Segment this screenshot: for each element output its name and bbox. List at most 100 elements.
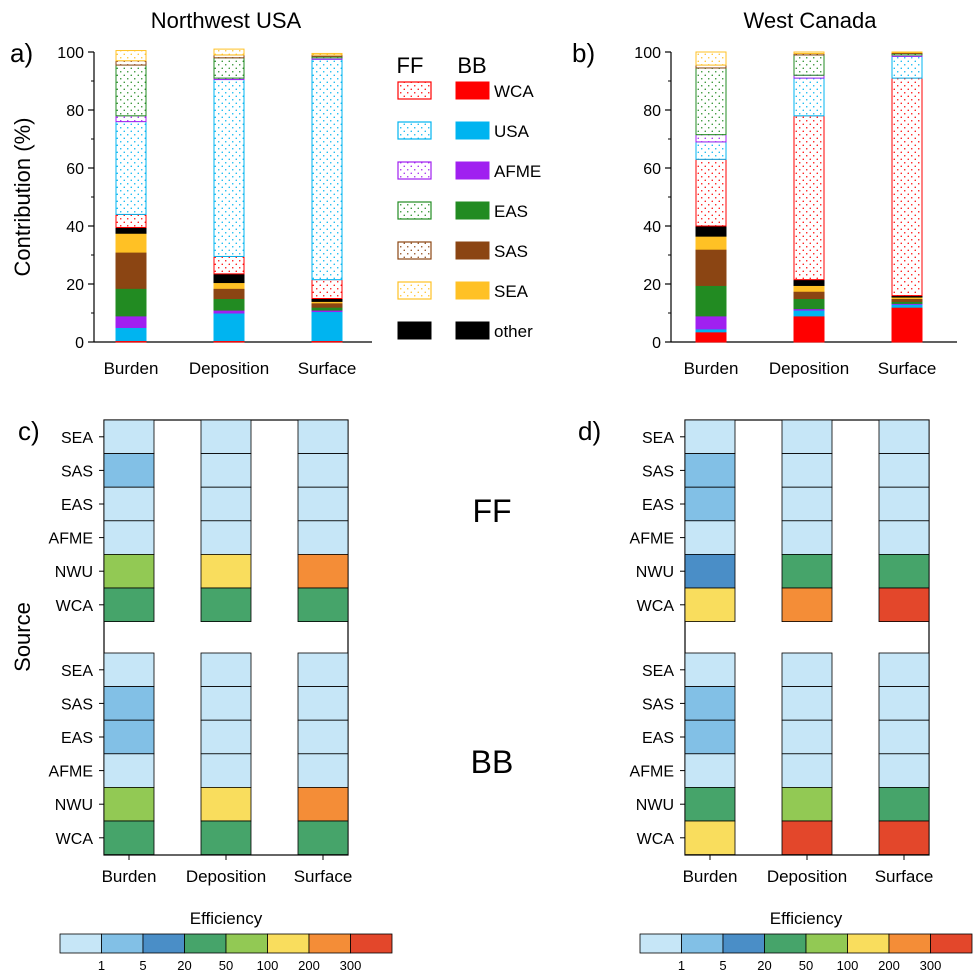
- row-label-bb-sas: SAS: [642, 696, 674, 713]
- colorbar-tick-label: 20: [177, 958, 191, 973]
- bar-segment-bb-sea-burden: [695, 235, 727, 250]
- legend-swatch-bb-eas: [455, 201, 490, 220]
- y-tick-label: 100: [57, 45, 84, 62]
- bar-segment-bb-sas-deposition: [793, 290, 825, 299]
- heat-cell-ff-wca-deposition: [781, 587, 833, 622]
- colorbar-tick-label: 300: [920, 958, 942, 973]
- heat-cell-bb-wca-surface: [297, 820, 349, 855]
- bar-segment-ff-sea-surface: [311, 52, 343, 56]
- heat-cell-bb-sea-deposition: [200, 652, 252, 687]
- bar-segment-bb-usa-surface: [311, 311, 343, 342]
- colorbar-tick-label: 1: [678, 958, 685, 973]
- colorbar-swatch: [184, 933, 227, 954]
- column-label-burden: Burden: [683, 867, 738, 886]
- bar-segment-bb-sas-burden: [695, 248, 727, 286]
- bar-segment-bb-wca-surface: [891, 306, 923, 343]
- row-label-ff-wca: WCA: [637, 598, 675, 615]
- bar-segment-ff-afme-burden: [695, 134, 727, 143]
- row-label-bb-afme: AFME: [49, 764, 93, 781]
- panel-a-title: Northwest USA: [151, 8, 302, 33]
- heat-cell-ff-wca-burden: [103, 587, 155, 622]
- heat-cell-bb-sea-surface: [878, 652, 930, 687]
- row-label-bb-nwu: NWU: [636, 797, 674, 814]
- heat-cell-ff-wca-burden: [684, 587, 736, 622]
- bar-segment-bb-sea-deposition: [213, 282, 245, 289]
- heat-cell-ff-wca-surface: [297, 587, 349, 622]
- legend-swatch-ff-wca: [397, 81, 432, 100]
- bar-segment-bb-usa-deposition: [213, 312, 245, 342]
- y-tick-label: 100: [634, 45, 661, 62]
- colorbar-tick-label: 100: [257, 958, 279, 973]
- heat-cell-ff-sea-deposition: [781, 419, 833, 454]
- row-label-bb-wca: WCA: [637, 831, 675, 848]
- panel-c-label: c): [18, 416, 40, 446]
- row-label-ff-wca: WCA: [56, 598, 94, 615]
- bar-segment-other-burden: [115, 226, 147, 234]
- row-label-ff-sea: SEA: [642, 430, 674, 447]
- bar-segment-other-deposition: [213, 273, 245, 284]
- legend-label-afme: AFME: [494, 162, 541, 181]
- legend-swatch-bb-afme: [455, 161, 490, 180]
- x-tick-label-burden: Burden: [684, 359, 739, 378]
- heat-cell-ff-afme-burden: [103, 520, 155, 555]
- bar-panel-west-canada: 0 20 40 60 80 100 Burden Deposition Surface: [634, 45, 957, 378]
- heat-cell-ff-sea-surface: [297, 419, 349, 454]
- colorbar-title: Efficiency: [190, 909, 263, 928]
- heat-cell-ff-sas-surface: [297, 453, 349, 488]
- colorbar-swatch: [639, 933, 682, 954]
- legend-swatch-ff-other: [397, 321, 432, 340]
- y-tick-label: 60: [66, 161, 84, 178]
- heat-cell-bb-sas-deposition: [781, 686, 833, 721]
- legend-label-other: other: [494, 322, 533, 341]
- colorbar-swatch: [350, 933, 393, 954]
- colorbar-swatch: [722, 933, 765, 954]
- colorbar-swatch: [308, 933, 351, 954]
- colorbar-left: Efficiency 1 5 20 50 100 200 300: [59, 909, 393, 973]
- legend-label-eas: EAS: [494, 202, 528, 221]
- bar-segment-bb-usa-deposition: [793, 309, 825, 317]
- heat-cell-ff-sas-deposition: [781, 453, 833, 488]
- colorbar-tick-label: 300: [340, 958, 362, 973]
- heat-cell-ff-nwu-burden: [684, 554, 736, 589]
- bar-segment-ff-sea-burden: [695, 51, 727, 66]
- heat-cell-bb-nwu-deposition: [781, 787, 833, 822]
- bar-segment-ff-wca-surface: [891, 77, 923, 297]
- heat-cell-bb-eas-deposition: [200, 719, 252, 755]
- bar-segment-bb-eas-burden: [115, 287, 147, 317]
- bar-segment-ff-sea-burden: [115, 50, 147, 62]
- heat-cell-bb-nwu-burden: [103, 787, 155, 822]
- x-tick-label-deposition: Deposition: [769, 359, 849, 378]
- colorbar-tick-label: 5: [719, 958, 726, 973]
- y-tick-label: 20: [643, 277, 661, 294]
- bar-segment-bb-sea-deposition: [793, 284, 825, 292]
- heat-cell-ff-afme-burden: [684, 520, 736, 555]
- colorbar-tick-label: 200: [878, 958, 900, 973]
- heat-cell-ff-wca-deposition: [200, 587, 252, 622]
- heat-cell-bb-afme-deposition: [200, 753, 252, 788]
- colorbar-swatch: [930, 933, 973, 954]
- row-label-bb-afme: AFME: [630, 764, 674, 781]
- panel-b-title: West Canada: [744, 8, 878, 33]
- y-tick-label: 40: [66, 219, 84, 236]
- bar-segment-ff-usa-deposition: [213, 79, 245, 257]
- heat-cell-bb-eas-deposition: [781, 719, 833, 755]
- row-label-ff-sas: SAS: [642, 463, 674, 480]
- heat-cell-bb-sas-burden: [103, 686, 155, 721]
- heat-cell-ff-eas-deposition: [200, 486, 252, 522]
- bar-segment-bb-sas-deposition: [213, 287, 245, 300]
- heat-cell-ff-nwu-surface: [878, 554, 930, 589]
- bar-segment-ff-eas-burden: [695, 67, 727, 136]
- y-tick-label: 40: [643, 219, 661, 236]
- bar-segment-bb-sas-surface: [311, 302, 343, 308]
- bar-segment-ff-eas-deposition: [213, 57, 245, 79]
- heat-cell-ff-sea-surface: [878, 419, 930, 454]
- bar-segment-ff-usa-surface: [311, 58, 343, 281]
- y-tick-label: 80: [66, 103, 84, 120]
- heat-cell-bb-wca-burden: [684, 820, 736, 855]
- bar-segment-ff-sas-burden: [115, 60, 147, 66]
- row-label-ff-nwu: NWU: [636, 564, 674, 581]
- heat-cell-bb-nwu-burden: [684, 787, 736, 822]
- heat-cell-ff-afme-deposition: [200, 520, 252, 555]
- legend-swatch-ff-sas: [397, 241, 432, 260]
- source-axis-label: Source: [10, 602, 35, 672]
